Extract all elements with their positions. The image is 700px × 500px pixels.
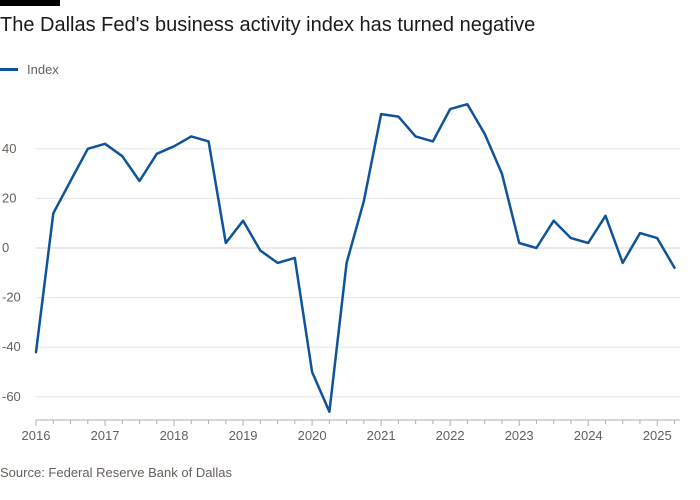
series-lines — [34, 102, 676, 413]
x-tick-label: 2020 — [298, 428, 327, 443]
x-tick-label: 2018 — [160, 428, 189, 443]
x-tick-label: 2017 — [91, 428, 120, 443]
legend-label: Index — [27, 61, 59, 77]
y-tick-label: 20 — [2, 190, 16, 205]
y-axis-ticks: -60 -40 -20 0 20 40 — [2, 141, 21, 404]
y-tick-label: -20 — [2, 290, 21, 305]
y-tick-label: 40 — [2, 141, 16, 156]
x-axis: 2016 2017 2018 2019 2020 2021 2022 2023 2024 2025 — [22, 419, 680, 443]
chart-title: The Dallas Fed's business activity index… — [0, 14, 536, 36]
x-tick-label: 2021 — [367, 428, 396, 443]
x-tick-label: 2016 — [22, 428, 51, 443]
source-note: Source: Federal Reserve Bank of Dallas — [0, 465, 232, 480]
y-tick-label: -60 — [2, 389, 21, 404]
x-tick-label: 2023 — [505, 428, 534, 443]
series-line-index — [34, 102, 676, 413]
grid-lines — [36, 148, 680, 398]
y-tick-label: 0 — [2, 240, 9, 255]
legend-swatch — [0, 67, 18, 71]
y-tick-label: -40 — [2, 339, 21, 354]
legend: Index — [0, 60, 59, 78]
x-tick-label: 2024 — [574, 428, 603, 443]
accent-bar — [0, 0, 60, 6]
x-tick-label: 2022 — [436, 428, 465, 443]
x-tick-label: 2025 — [643, 428, 672, 443]
x-tick-label: 2019 — [229, 428, 258, 443]
